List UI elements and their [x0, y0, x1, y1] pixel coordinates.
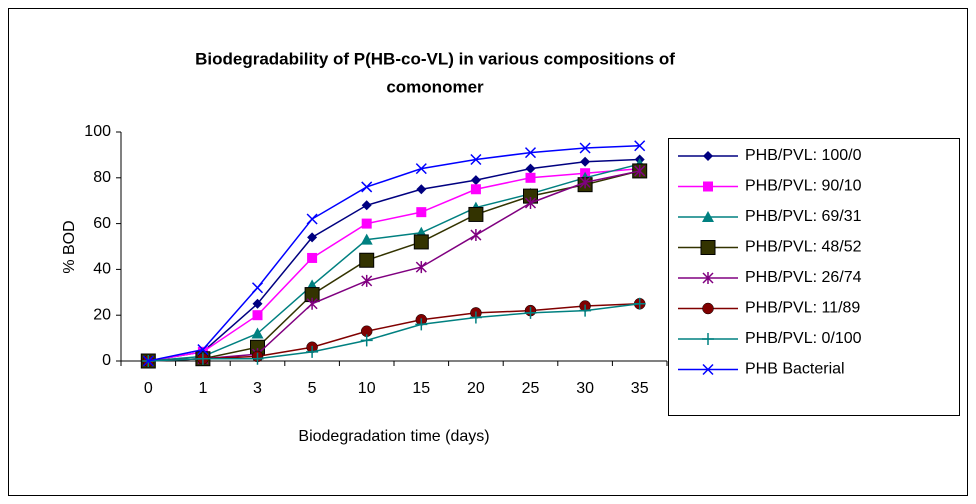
y-tick-label: 60 — [93, 215, 111, 232]
y-tick-label: 20 — [93, 306, 111, 323]
data-point — [634, 140, 646, 152]
data-point — [579, 176, 591, 189]
y-tick-label: 0 — [102, 352, 111, 369]
x-tick-label: 1 — [198, 380, 207, 397]
data-point — [415, 261, 427, 274]
data-point — [634, 164, 646, 177]
legend-marker — [702, 333, 714, 345]
data-point — [524, 196, 537, 209]
data-point — [251, 327, 264, 339]
legend-marker — [702, 272, 714, 284]
legend-label: PHB/PVL: 26/74 — [745, 269, 862, 286]
x-tick-label: 5 — [308, 380, 317, 397]
x-tick-label: 35 — [631, 380, 649, 397]
data-point — [470, 175, 481, 186]
data-point — [360, 233, 373, 245]
legend-label: PHB/PVL: 90/10 — [745, 178, 862, 195]
data-point — [579, 304, 592, 317]
data-point — [361, 274, 373, 287]
legend-label: PHB Bacterial — [745, 361, 845, 378]
legend-marker — [702, 363, 714, 376]
data-point — [142, 355, 154, 367]
data-point — [361, 200, 372, 211]
legend-marker — [702, 211, 714, 222]
x-tick-label: 25 — [522, 380, 540, 397]
data-point — [196, 352, 209, 365]
data-line — [148, 303, 640, 362]
data-point — [306, 297, 318, 310]
data-point — [633, 297, 646, 310]
legend-marker — [703, 181, 713, 192]
data-point — [415, 163, 427, 175]
data-point — [307, 232, 318, 243]
y-tick-label: 100 — [84, 123, 111, 140]
chart-title: Biodegradability of P(HB-co-VL) in vario… — [195, 49, 675, 68]
data-point — [360, 334, 373, 347]
data-point — [468, 206, 484, 222]
data-point — [359, 252, 375, 268]
data-line — [148, 170, 640, 362]
x-tick-label: 10 — [358, 380, 376, 397]
data-point — [252, 298, 263, 309]
y-tick-label: 80 — [93, 169, 111, 186]
data-point — [306, 345, 319, 358]
data-point — [525, 163, 536, 174]
legend-marker — [700, 240, 716, 255]
data-point — [307, 252, 318, 263]
data-line — [148, 170, 640, 362]
legend-label: PHB/PVL: 100/0 — [745, 147, 862, 164]
data-point — [251, 352, 264, 365]
data-point — [580, 156, 591, 167]
legend-label: PHB/PVL: 69/31 — [745, 208, 862, 225]
data-line — [148, 303, 640, 362]
data-point — [579, 142, 591, 154]
legend-marker — [702, 302, 714, 315]
data-point — [525, 172, 536, 183]
data-point — [470, 229, 482, 242]
data-point — [361, 218, 372, 229]
x-tick-label: 3 — [253, 380, 262, 397]
data-point — [252, 310, 263, 321]
data-point — [524, 306, 537, 319]
x-tick-label: 20 — [467, 380, 485, 397]
legend-label: PHB/PVL: 48/52 — [745, 239, 862, 256]
data-line — [148, 163, 640, 362]
data-point — [524, 147, 537, 159]
data-point — [470, 184, 481, 195]
legend-label: PHB/PVL: 0/100 — [745, 330, 862, 347]
data-point — [306, 213, 318, 225]
x-tick-label: 0 — [144, 380, 153, 397]
data-point — [415, 318, 428, 331]
data-point — [469, 311, 482, 324]
data-point — [251, 282, 264, 294]
data-line — [148, 158, 640, 362]
chart-title: comonomer — [386, 77, 484, 96]
y-axis-label: % BOD — [61, 220, 78, 273]
x-tick-label: 15 — [412, 380, 430, 397]
data-point — [416, 184, 427, 195]
data-point — [416, 207, 427, 218]
legend-label: PHB/PVL: 11/89 — [745, 300, 860, 317]
data-point — [197, 344, 209, 356]
x-axis-label: Biodegradation time (days) — [298, 428, 489, 445]
data-point — [470, 153, 482, 166]
legend-marker — [703, 151, 713, 161]
data-point — [413, 234, 429, 250]
y-tick-label: 40 — [93, 261, 111, 278]
data-line — [148, 144, 640, 362]
x-tick-label: 30 — [576, 380, 594, 397]
data-line — [148, 167, 640, 362]
data-point — [361, 181, 373, 193]
